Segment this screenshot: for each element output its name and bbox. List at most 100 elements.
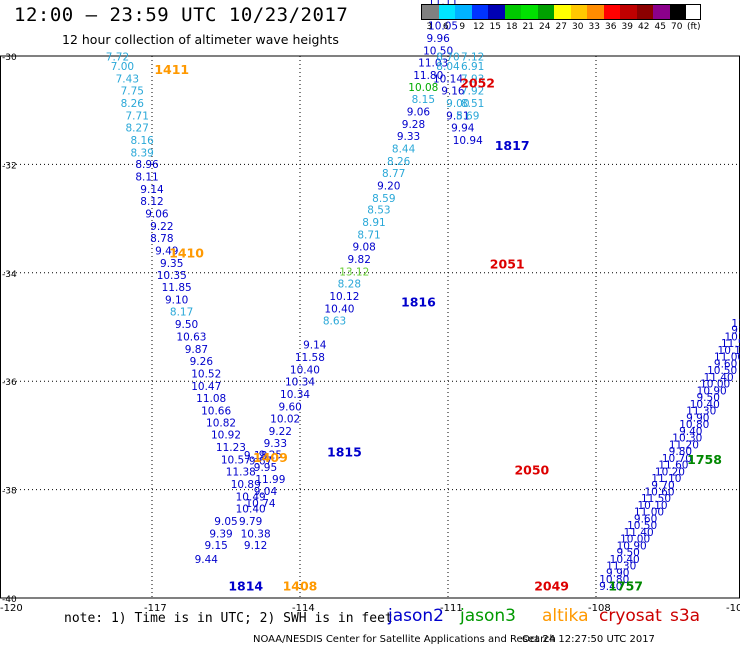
wave-height-label: 10.00 [700,379,730,391]
wave-height-label: 7.00 [111,61,134,73]
wave-height-label: 9.00 [446,98,469,110]
color-scale-swatches [421,4,701,20]
wave-height-label: 10.05 [428,20,458,32]
wave-height-label: 11.20 [669,439,699,451]
wave-height-label: 9.26 [190,356,214,368]
wave-height-label: 8.44 [392,143,416,155]
wave-height-label: 10.35 [157,270,187,282]
x-tick-label: -117 [144,603,167,614]
color-scale-label: 24 [539,22,551,32]
pass-time-label: 1408 [283,578,318,593]
wave-height-label: 9.80 [669,446,692,458]
y-tick-label: -38 [2,487,17,497]
wave-height-label: 8.17 [170,307,193,319]
wave-height-label: 9.60 [278,401,301,413]
color-scale-label: 30 [572,22,584,32]
pass-time-label: 1409 [253,450,288,465]
wave-height-label: 8.26 [387,156,411,168]
wave-height-label: 8.70 [436,51,459,63]
wave-height-label: 8.28 [338,278,361,290]
wave-height-label: 10.94 [453,135,483,147]
wave-height-label: 10.60 [644,487,674,499]
wave-height-label: 10.34 [285,377,315,389]
wave-height-label: 9.12 [244,540,267,552]
wave-height-label: 9.06 [145,209,169,221]
wave-height-label: 10.47 [191,381,221,393]
wave-height-label: 9.95 [254,462,277,474]
wave-height-label: 9.16 [441,85,465,97]
wave-height-label: 9.90 [606,567,629,579]
wave-height-label: 9.04 [254,486,278,498]
pass-time-label: 1758 [687,452,722,467]
timestamp: Oct 24 12:27:50 UTC 2017 [522,634,655,645]
legend-item-s3a: s3a [670,606,701,626]
x-tick-label: -10 [726,603,740,614]
wave-height-label: 10.57 [221,455,251,467]
y-tick-label: -30 [2,53,17,63]
credit-line: NOAA/NESDIS Center for Satellite Applica… [253,634,556,645]
wave-height-label: 9.50 [175,319,198,331]
color-swatch [471,5,488,19]
wave-height-label: 10.50 [707,365,737,377]
color-swatch [504,5,521,19]
color-swatch [422,5,439,19]
wave-height-label: 10.12 [329,291,359,303]
pass-time-label: 1815 [327,445,362,460]
color-scale-label: 12 [473,22,485,32]
wave-height-label: 8.04 [436,61,460,73]
color-scale-label: 21 [522,22,534,32]
wave-height-label: 11.58 [295,352,325,364]
wave-height-label: 10.82 [206,418,236,430]
wave-height-label: 10.52 [191,368,221,380]
wave-height-label: 7.71 [126,110,149,122]
color-swatch [620,5,637,19]
wave-height-label: 8.11 [135,172,158,184]
color-scale-unit: (ft) [687,22,701,32]
pass-time-label: 2051 [490,256,525,271]
wave-height-label: 9.40 [599,581,622,593]
chart-title: 12:00 – 23:59 UTC 10/23/2017 [14,4,349,26]
wave-height-label: 9.39 [209,528,232,540]
wave-height-label: 9.08 [352,242,375,254]
wave-height-label: 10.50 [627,520,657,532]
wave-height-label: 10.80 [679,419,709,431]
color-swatch [669,5,686,19]
wave-height-label: 9.60 [714,358,737,370]
wave-height-label: 7.12 [461,51,484,63]
wave-height-label: 11.00 [634,507,664,519]
pass-time-label: 1817 [495,138,530,153]
color-scale-label: 9 [459,22,466,32]
wave-height-label: 10.00 [620,534,650,546]
wave-height-label: 9.22 [269,426,292,438]
wave-height-label: 8.26 [121,98,145,110]
color-scale-label: 6 [442,22,449,32]
wave-height-label: 11.30 [606,561,636,573]
chart-subtitle: 12 hour collection of altimeter wave hei… [62,32,339,47]
wave-height-label: 9.70 [731,325,740,337]
wave-height-label: 11.10 [731,318,740,330]
wave-height-label: 9.14 [303,340,327,352]
color-swatch [554,5,571,19]
wave-height-label: 9.51 [446,110,469,122]
wave-height-label: 7.72 [106,51,129,63]
wave-height-label: 8.69 [456,110,479,122]
wave-height-label: 8.51 [461,98,484,110]
wave-height-label: 10.40 [690,399,720,411]
color-swatch [587,5,604,19]
wave-height-label: 10.92 [211,430,241,442]
wave-height-label: 10.89 [231,479,261,491]
wave-height-label: 10.30 [672,433,702,445]
wave-height-label: 10.90 [617,540,647,552]
wave-height-label: 8.78 [150,233,173,245]
color-scale-label: 18 [506,22,518,32]
wave-height-label: 8.53 [367,205,390,217]
color-swatch [570,5,587,19]
y-tick-label: -36 [2,378,17,388]
wave-height-label: 10.50 [423,45,453,57]
wave-height-label: 10.40 [290,365,320,377]
wave-height-label: 11.40 [624,527,654,539]
wave-height-label: 11.80 [413,70,443,82]
wave-height-label: 9.14 [140,184,164,196]
wave-height-label: 11.38 [226,467,256,479]
